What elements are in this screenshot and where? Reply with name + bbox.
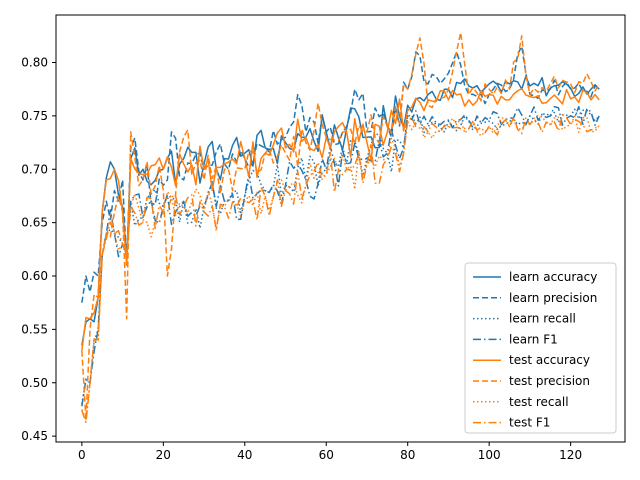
x-tick-label: 120 bbox=[559, 448, 582, 462]
legend-label: learn accuracy bbox=[509, 270, 597, 284]
y-tick-label: 0.45 bbox=[21, 429, 48, 443]
legend-label: learn recall bbox=[509, 312, 576, 326]
legend-label: test precision bbox=[509, 374, 590, 388]
y-tick-label: 0.60 bbox=[21, 269, 48, 283]
x-axis: 0 20 40 60 80 100 120 bbox=[78, 442, 582, 462]
series-line-test-F1 bbox=[81, 114, 600, 423]
y-tick-label: 0.80 bbox=[21, 56, 48, 70]
y-tick-label: 0.75 bbox=[21, 109, 48, 123]
y-tick-label: 0.55 bbox=[21, 322, 48, 336]
series-line-test-accuracy bbox=[81, 88, 600, 351]
y-axis: 0.45 0.50 0.55 0.60 0.65 0.70 0.75 0.80 bbox=[21, 56, 56, 443]
plot-frame bbox=[55, 14, 626, 443]
y-tick-label: 0.70 bbox=[21, 162, 48, 176]
y-tick-label: 0.50 bbox=[21, 376, 48, 390]
legend-label: learn F1 bbox=[509, 332, 558, 346]
x-tick-label: 40 bbox=[237, 448, 252, 462]
legend: learn accuracy learn precision learn recal… bbox=[464, 262, 617, 434]
legend-label: learn precision bbox=[509, 291, 597, 305]
y-tick-label: 0.65 bbox=[21, 216, 48, 230]
legend-label: test recall bbox=[509, 395, 569, 409]
legend-label: test accuracy bbox=[509, 353, 590, 367]
series-line-test-precision bbox=[81, 31, 600, 421]
x-tick-label: 20 bbox=[156, 448, 171, 462]
x-tick-label: 100 bbox=[478, 448, 501, 462]
plot-series bbox=[81, 31, 600, 423]
x-tick-label: 80 bbox=[400, 448, 415, 462]
x-tick-label: 60 bbox=[319, 448, 334, 462]
legend-label: test F1 bbox=[509, 416, 550, 430]
legend-box bbox=[464, 262, 617, 434]
x-tick-label: 0 bbox=[78, 448, 86, 462]
series-line-test-recall bbox=[81, 114, 600, 421]
